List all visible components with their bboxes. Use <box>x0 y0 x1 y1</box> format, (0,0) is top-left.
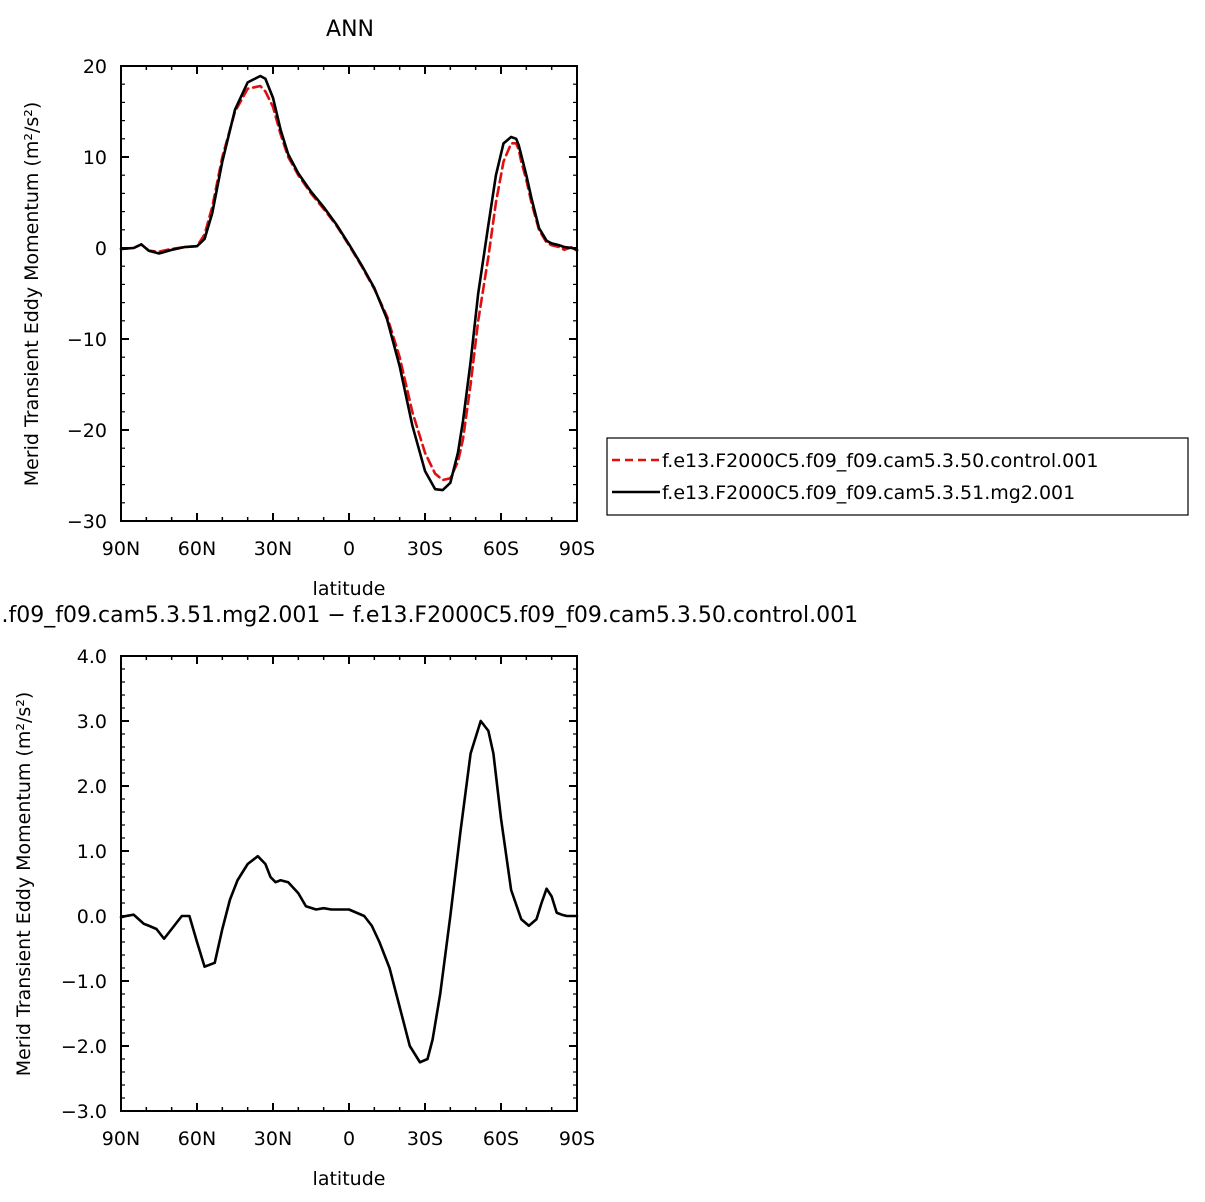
bottom-y-tick-label: 0.0 <box>77 906 107 928</box>
top-panel: ANN 90N 60N 30N 0 30S 60S 90S 20 10 0 −10 −20 −30 la… <box>21 17 595 600</box>
top-x-tick-label: 30S <box>407 538 443 560</box>
bottom-y-tick-label: −3.0 <box>61 1101 107 1123</box>
legend-label-mg2: f.e13.F2000C5.f09_f09.cam5.3.51.mg2.001 <box>662 482 1075 504</box>
top-y-tick-label: −20 <box>67 420 107 442</box>
bottom-y-tick-label: 2.0 <box>77 776 107 798</box>
top-series-line-0 <box>119 84 579 482</box>
bottom-plot-title: f.e13.F2000C5.f09_f09.cam5.3.51.mg2.001 … <box>0 603 858 628</box>
bottom-ticks-group: 90N 60N 30N 0 30S 60S 90S 4.0 3.0 2.0 1.0 0.0 −1.0 −2… <box>61 646 595 1150</box>
bottom-x-tick-label: 60S <box>483 1128 519 1150</box>
top-ticks-group: 90N 60N 30N 0 30S 60S 90S 20 10 0 −10 −20 −30 <box>67 56 595 560</box>
bottom-y-axis-title: Merid Transient Eddy Momentum (m²/s²) <box>13 692 35 1077</box>
bottom-y-tick-label: 3.0 <box>77 711 107 733</box>
top-x-tick-label: 60N <box>178 538 216 560</box>
top-x-tick-label: 90N <box>102 538 140 560</box>
bottom-plot-frame <box>120 655 578 1112</box>
top-series-line-1 <box>119 74 579 492</box>
bottom-y-tick-label: 1.0 <box>77 841 107 863</box>
top-y-axis-title: Merid Transient Eddy Momentum (m²/s²) <box>21 102 43 487</box>
top-x-tick-label: 90S <box>559 538 595 560</box>
legend: f.e13.F2000C5.f09_f09.cam5.3.50.control.… <box>606 437 1189 516</box>
top-y-tick-label: 20 <box>83 56 107 78</box>
top-series-group <box>119 74 579 492</box>
bottom-x-tick-label: 60N <box>178 1128 216 1150</box>
bottom-x-tick-label: 0 <box>343 1128 355 1150</box>
legend-box <box>606 437 1189 516</box>
bottom-y-tick-label: −1.0 <box>61 971 107 993</box>
top-y-tick-label: −30 <box>67 511 107 533</box>
top-y-tick-label: 0 <box>95 238 107 260</box>
bottom-x-tick-label: 30N <box>254 1128 292 1150</box>
legend-label-control: f.e13.F2000C5.f09_f09.cam5.3.50.control.… <box>662 450 1098 472</box>
bottom-x-tick-label: 90S <box>559 1128 595 1150</box>
bottom-x-axis-title: latitude <box>313 1168 386 1190</box>
bottom-panel: f.e13.F2000C5.f09_f09.cam5.3.51.mg2.001 … <box>0 603 858 1190</box>
top-plot-frame <box>120 65 578 522</box>
bottom-series-line-0 <box>119 719 579 1064</box>
top-x-tick-label: 0 <box>343 538 355 560</box>
top-x-tick-label: 60S <box>483 538 519 560</box>
bottom-series-group <box>119 719 579 1064</box>
bottom-y-tick-label: 4.0 <box>77 646 107 668</box>
top-y-tick-label: −10 <box>67 329 107 351</box>
bottom-x-tick-label: 30S <box>407 1128 443 1150</box>
bottom-x-tick-label: 90N <box>102 1128 140 1150</box>
top-y-tick-label: 10 <box>83 147 107 169</box>
bottom-y-tick-label: −2.0 <box>61 1036 107 1058</box>
top-x-tick-label: 30N <box>254 538 292 560</box>
top-plot-title: ANN <box>326 17 374 42</box>
top-x-axis-title: latitude <box>313 578 386 600</box>
